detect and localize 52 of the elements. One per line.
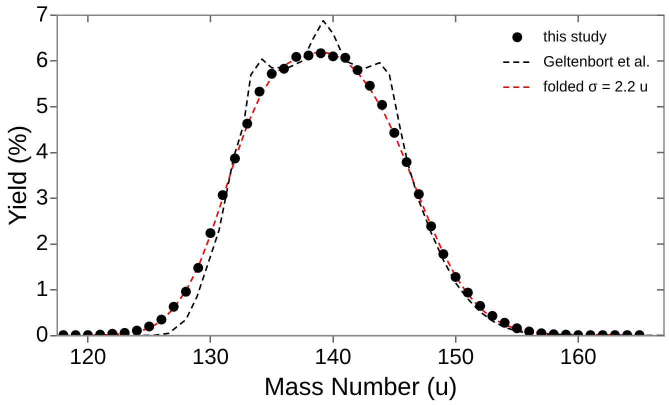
point bbox=[438, 249, 448, 260]
y-tick-label: 0 bbox=[36, 322, 48, 347]
point bbox=[144, 321, 154, 332]
y-tick-label: 1 bbox=[36, 276, 48, 301]
point bbox=[500, 318, 510, 328]
point bbox=[402, 157, 412, 168]
x-tick-label: 140 bbox=[314, 344, 352, 369]
point bbox=[377, 100, 388, 110]
point bbox=[168, 302, 179, 312]
point bbox=[205, 228, 216, 238]
x-tick-label: 130 bbox=[192, 344, 229, 369]
y-tick-label: 7 bbox=[36, 1, 48, 26]
point bbox=[230, 153, 240, 164]
point bbox=[120, 328, 130, 336]
point bbox=[254, 86, 264, 97]
legend-label: Geltenbort et al. bbox=[543, 53, 650, 70]
y-tick-label: 5 bbox=[36, 92, 48, 118]
point bbox=[389, 128, 400, 138]
point bbox=[156, 314, 166, 325]
y-tick-label: 6 bbox=[36, 47, 48, 72]
point bbox=[462, 288, 473, 298]
point bbox=[291, 52, 302, 62]
point bbox=[414, 189, 424, 200]
x-axis-title: Mass Number (u) bbox=[264, 372, 458, 401]
point bbox=[193, 262, 204, 273]
point bbox=[512, 323, 522, 334]
point bbox=[450, 272, 461, 282]
legend-label: this study bbox=[543, 28, 608, 46]
legend-label: folded σ = 2.2 u bbox=[543, 78, 648, 96]
point bbox=[242, 118, 252, 129]
x-tick-label: 150 bbox=[437, 344, 474, 369]
point bbox=[426, 221, 436, 232]
point bbox=[328, 51, 338, 62]
point bbox=[316, 48, 326, 58]
point bbox=[340, 52, 350, 63]
y-tick-label: 2 bbox=[36, 230, 48, 256]
point bbox=[352, 65, 363, 76]
x-tick-label: 120 bbox=[70, 344, 106, 369]
point bbox=[524, 326, 534, 336]
point bbox=[304, 50, 314, 60]
y-tick-label: 3 bbox=[36, 184, 48, 210]
point bbox=[266, 68, 277, 79]
point bbox=[487, 310, 498, 321]
y-axis-title: Yield (%) bbox=[4, 125, 32, 226]
point bbox=[279, 64, 290, 74]
point bbox=[132, 326, 142, 336]
point bbox=[218, 190, 228, 200]
y-tick-label: 4 bbox=[36, 138, 48, 164]
point bbox=[180, 286, 191, 297]
point bbox=[364, 80, 375, 91]
point bbox=[475, 300, 486, 311]
x-tick-label: 160 bbox=[560, 344, 597, 369]
